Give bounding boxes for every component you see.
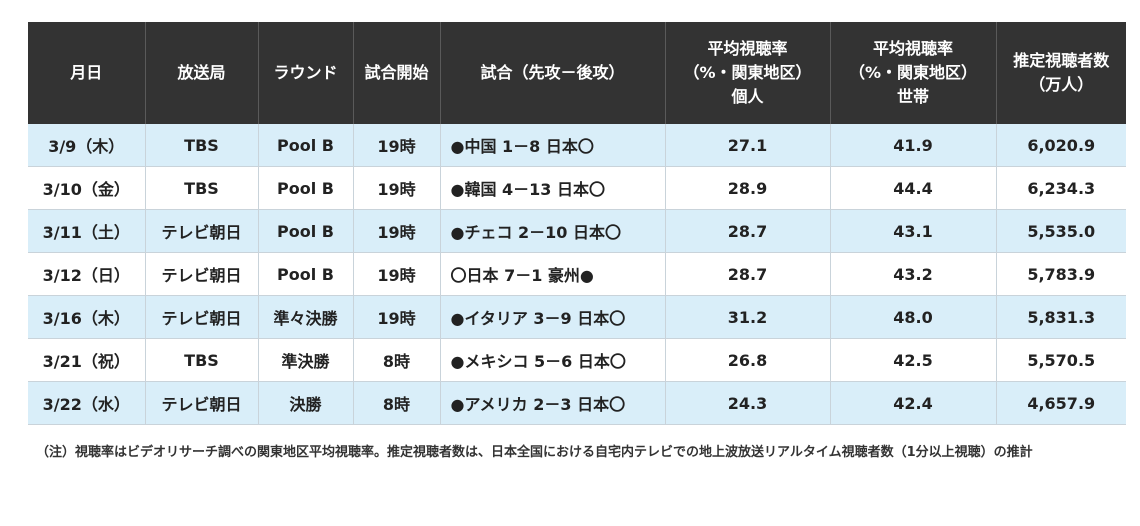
- cell-date: 3/16（木）: [28, 295, 146, 339]
- cell-estimated-viewers: 5,570.5: [996, 338, 1126, 382]
- cell-rating-individual: 31.2: [665, 295, 831, 339]
- table-row: 3/11（土） テレビ朝日 Pool B 19時 ●チェコ 2－10 日本〇 28.7 43…: [28, 209, 1126, 253]
- cell-broadcaster: テレビ朝日: [145, 381, 259, 425]
- header-match: 試合（先攻－後攻）: [440, 22, 666, 124]
- cell-start-time: 8時: [353, 381, 441, 425]
- cell-match: ●中国 1－8 日本〇: [440, 124, 666, 167]
- cell-broadcaster: テレビ朝日: [145, 209, 259, 253]
- table-row: 3/12（日） テレビ朝日 Pool B 19時 〇日本 7－1 豪州● 28.7 43.2…: [28, 252, 1126, 296]
- header-date: 月日: [28, 22, 146, 124]
- cell-estimated-viewers: 6,020.9: [996, 124, 1126, 167]
- cell-rating-household: 42.5: [830, 338, 997, 382]
- cell-start-time: 19時: [353, 166, 441, 210]
- header-round: ラウンド: [258, 22, 354, 124]
- cell-round: Pool B: [258, 124, 354, 167]
- cell-rating-individual: 26.8: [665, 338, 831, 382]
- cell-date: 3/22（水）: [28, 381, 146, 425]
- table-row: 3/21（祝） TBS 準決勝 8時 ●メキシコ 5－6 日本〇 26.8 42.5 5,57…: [28, 338, 1126, 382]
- cell-match: ●メキシコ 5－6 日本〇: [440, 338, 666, 382]
- cell-estimated-viewers: 5,783.9: [996, 252, 1126, 296]
- table-row: 3/10（金） TBS Pool B 19時 ●韓国 4－13 日本〇 28.9 44.4 6…: [28, 166, 1126, 210]
- cell-round: 決勝: [258, 381, 354, 425]
- cell-start-time: 19時: [353, 252, 441, 296]
- cell-rating-individual: 24.3: [665, 381, 831, 425]
- cell-rating-individual: 28.9: [665, 166, 831, 210]
- cell-rating-household: 48.0: [830, 295, 997, 339]
- cell-rating-individual: 28.7: [665, 252, 831, 296]
- cell-date: 3/12（日）: [28, 252, 146, 296]
- header-broadcaster: 放送局: [145, 22, 259, 124]
- header-estimated-viewers: 推定視聴者数 （万人）: [996, 22, 1126, 124]
- table-row: 3/16（木） テレビ朝日 準々決勝 19時 ●イタリア 3－9 日本〇 31.2 48.0…: [28, 295, 1126, 339]
- cell-round: Pool B: [258, 209, 354, 253]
- table-header: 月日 放送局 ラウンド 試合開始 試合（先攻－後攻） 平均視聴率 （%・関東地区） 個人 平均視…: [28, 22, 1126, 124]
- cell-rating-individual: 27.1: [665, 124, 831, 167]
- cell-broadcaster: テレビ朝日: [145, 295, 259, 339]
- cell-estimated-viewers: 4,657.9: [996, 381, 1126, 425]
- cell-round: Pool B: [258, 252, 354, 296]
- cell-match: ●アメリカ 2－3 日本〇: [440, 381, 666, 425]
- cell-match: 〇日本 7－1 豪州●: [440, 252, 666, 296]
- cell-rating-household: 41.9: [830, 124, 997, 167]
- cell-round: Pool B: [258, 166, 354, 210]
- cell-match: ●韓国 4－13 日本〇: [440, 166, 666, 210]
- cell-round: 準々決勝: [258, 295, 354, 339]
- cell-date: 3/10（金）: [28, 166, 146, 210]
- footnote: （注）視聴率はビデオリサーチ調べの関東地区平均視聴率。推定視聴者数は、日本全国に…: [36, 445, 1033, 460]
- cell-rating-household: 43.2: [830, 252, 997, 296]
- header-rating-individual: 平均視聴率 （%・関東地区） 個人: [665, 22, 831, 124]
- table-body: 3/9（木） TBS Pool B 19時 ●中国 1－8 日本〇 27.1 41.9 6,0…: [28, 124, 1126, 425]
- cell-round: 準決勝: [258, 338, 354, 382]
- header-start-time: 試合開始: [353, 22, 441, 124]
- table-row: 3/9（木） TBS Pool B 19時 ●中国 1－8 日本〇 27.1 41.9 6,0…: [28, 124, 1126, 167]
- header-rating-household: 平均視聴率 （%・関東地区） 世帯: [830, 22, 997, 124]
- cell-match: ●チェコ 2－10 日本〇: [440, 209, 666, 253]
- cell-rating-individual: 28.7: [665, 209, 831, 253]
- cell-estimated-viewers: 5,831.3: [996, 295, 1126, 339]
- cell-broadcaster: TBS: [145, 166, 259, 210]
- cell-rating-household: 42.4: [830, 381, 997, 425]
- cell-start-time: 8時: [353, 338, 441, 382]
- cell-broadcaster: テレビ朝日: [145, 252, 259, 296]
- ratings-table: 月日 放送局 ラウンド 試合開始 試合（先攻－後攻） 平均視聴率 （%・関東地区） 個人 平均視…: [28, 22, 1126, 425]
- cell-start-time: 19時: [353, 124, 441, 167]
- cell-rating-household: 43.1: [830, 209, 997, 253]
- header-row: 月日 放送局 ラウンド 試合開始 試合（先攻－後攻） 平均視聴率 （%・関東地区） 個人 平均視…: [28, 22, 1126, 124]
- cell-date: 3/9（木）: [28, 124, 146, 167]
- cell-start-time: 19時: [353, 209, 441, 253]
- cell-date: 3/21（祝）: [28, 338, 146, 382]
- cell-broadcaster: TBS: [145, 124, 259, 167]
- cell-estimated-viewers: 6,234.3: [996, 166, 1126, 210]
- cell-broadcaster: TBS: [145, 338, 259, 382]
- cell-match: ●イタリア 3－9 日本〇: [440, 295, 666, 339]
- cell-estimated-viewers: 5,535.0: [996, 209, 1126, 253]
- cell-rating-household: 44.4: [830, 166, 997, 210]
- table-row: 3/22（水） テレビ朝日 決勝 8時 ●アメリカ 2－3 日本〇 24.3 42.4 4,6…: [28, 381, 1126, 425]
- cell-start-time: 19時: [353, 295, 441, 339]
- cell-date: 3/11（土）: [28, 209, 146, 253]
- ratings-table-container: 月日 放送局 ラウンド 試合開始 試合（先攻－後攻） 平均視聴率 （%・関東地区） 個人 平均視…: [28, 22, 1126, 425]
